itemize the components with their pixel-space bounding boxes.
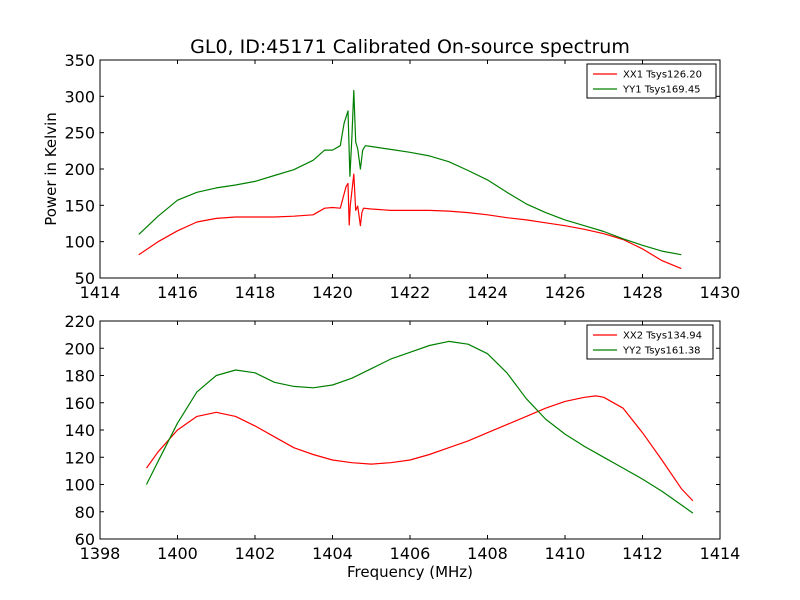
y-tick-label: 100 (64, 476, 95, 495)
x-tick-label: 1418 (235, 283, 276, 302)
y-tick-label: 220 (64, 312, 95, 331)
x-tick-label: 1428 (622, 283, 663, 302)
x-tick-label: 1404 (312, 544, 353, 563)
y-tick-label: 300 (64, 87, 95, 106)
x-tick-label: 1402 (235, 544, 276, 563)
y-tick-label: 250 (64, 124, 95, 143)
x-tick-label: 1406 (390, 544, 431, 563)
y-tick-label: 200 (64, 160, 95, 179)
series-line-1-2 (138, 89, 682, 256)
series-line-2-1 (146, 395, 694, 502)
top-ylabel: Power in Kelvin (42, 112, 60, 226)
legend: XX1 Tsys126.20 YY1 Tsys169.45 (586, 63, 717, 99)
legend-label: XX2 Tsys134.94 (623, 331, 702, 342)
x-tick-label: 1414 (80, 283, 121, 302)
x-tick-label: 1420 (312, 283, 353, 302)
legend: XX2 Tsys134.94 YY2 Tsys161.38 (586, 324, 714, 360)
x-tick-label: 1426 (545, 283, 586, 302)
x-tick-label: 1430 (700, 283, 741, 302)
y-tick-label: 200 (64, 339, 95, 358)
top-subplot: 1414 1416 1418 1420 1422 1424 1426 1428 1430 50 10… (64, 51, 740, 302)
x-tick-label: 1400 (157, 544, 198, 563)
series-line-2-2 (145, 340, 694, 514)
x-tick-label: 1422 (390, 283, 431, 302)
y-tick-label: 80 (75, 503, 95, 522)
x-tick-label: 1414 (700, 544, 741, 563)
y-tick-label: 180 (64, 367, 95, 386)
legend-label: YY2 Tsys161.38 (622, 346, 701, 357)
y-tick-label: 100 (64, 233, 95, 252)
series-line-1-1 (138, 173, 682, 270)
legend-box (586, 63, 717, 99)
x-tick-label: 1398 (80, 544, 121, 563)
y-tick-label: 50 (75, 269, 95, 288)
x-tick-label: 1408 (467, 544, 508, 563)
bottom-subplot: 1398 1400 1402 1404 1406 1408 1410 1412 1414 60 80… (64, 312, 740, 563)
x-tick-label: 1424 (467, 283, 508, 302)
legend-label: YY1 Tsys169.45 (622, 85, 701, 96)
chart-title: GL0, ID:45171 Calibrated On-source spect… (190, 36, 630, 58)
y-tick-label: 60 (75, 530, 95, 549)
y-tick-label: 160 (64, 394, 95, 413)
y-tick-label: 140 (64, 421, 95, 440)
x-tick-label: 1412 (622, 544, 663, 563)
legend-box (586, 324, 714, 360)
y-tick-label: 150 (64, 196, 95, 215)
legend-label: XX1 Tsys126.20 (623, 70, 702, 81)
x-tick-label: 1416 (157, 283, 198, 302)
y-tick-label: 350 (64, 51, 95, 70)
x-tick-label: 1410 (545, 544, 586, 563)
bottom-xlabel: Frequency (MHz) (347, 563, 473, 581)
y-tick-label: 120 (64, 448, 95, 467)
